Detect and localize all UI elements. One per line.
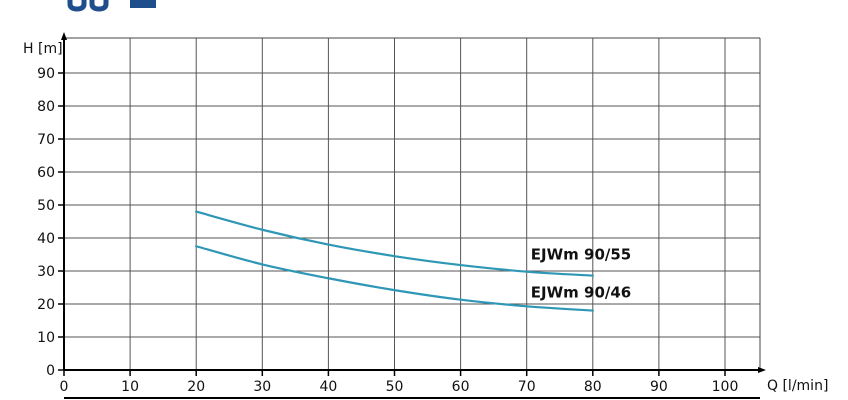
x-tick-label: 60 [452,379,470,395]
series-label: EJWm 90/55 [531,246,631,264]
y-tick-label: 50 [37,198,55,214]
x-tick-label: 40 [319,379,337,395]
series-label: EJWm 90/46 [531,284,631,302]
x-tick-label: 20 [187,379,205,395]
y-tick-label: 80 [37,99,55,115]
tick-labels: 0 10 20 30 40 50 60 70 80 90 100 0 10 20 30 40 50 60 70 80 9… [37,66,738,395]
y-tick-label: 0 [46,363,55,379]
y-tick-label: 30 [37,264,55,280]
x-tick-label: 80 [584,379,602,395]
series-line [195,245,594,312]
logo-fragment [67,0,156,12]
series-lines [195,210,594,312]
x-tick-label: 90 [650,379,668,395]
x-tick-label: 50 [386,379,404,395]
series-line [195,210,594,277]
x-tick-label: 100 [712,379,739,395]
x-tick-label: 0 [60,379,69,395]
grid [64,37,761,370]
y-tick-label: 40 [37,231,55,247]
x-axis-title: Q [l/min] [767,378,828,394]
y-tick-label: 10 [37,330,55,346]
axes [58,32,766,399]
x-axis-arrow [758,367,766,373]
y-tick-label: 60 [37,165,55,181]
x-tick-label: 30 [253,379,271,395]
y-tick-label: 90 [37,66,55,82]
x-tick-label: 10 [121,379,139,395]
x-tick-label: 70 [518,379,536,395]
y-axis-title: H [m] [23,41,63,57]
y-tick-label: 20 [37,297,55,313]
series-labels: EJWm 90/55 EJWm 90/46 [531,246,631,302]
y-tick-label: 70 [37,132,55,148]
y-axis-arrow [61,32,67,40]
